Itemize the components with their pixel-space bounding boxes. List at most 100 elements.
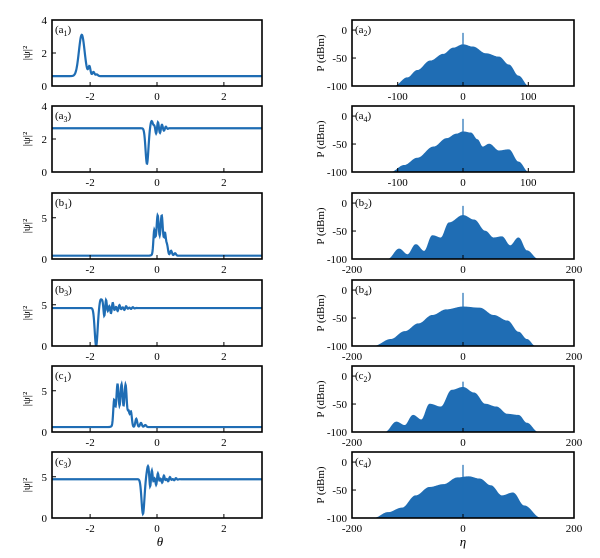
y-axis-label: |ψ|²: [21, 305, 33, 320]
x-tick-label: 0: [154, 264, 160, 276]
x-tick-label: -200: [342, 351, 363, 363]
plot-area: [52, 33, 262, 78]
series-line: [52, 119, 262, 165]
y-tick-label: 2: [42, 48, 48, 60]
x-tick-label: 0: [154, 523, 160, 535]
panel-label-main: (a: [355, 24, 364, 36]
x-tick-label: 2: [221, 437, 227, 449]
y-axis-label: |ψ|²: [21, 218, 33, 233]
y-tick-label: -100: [327, 81, 348, 93]
panel-label: (b2): [355, 197, 372, 211]
panels: 024-2 0 2|ψ|²(a1)024-2 0 2|ψ|²(a3)05-2 0 2|ψ|²…: [21, 15, 583, 535]
panel-label-main: (c: [355, 456, 364, 468]
panel-c2: 0 -50 -100-200 0 200 P (dBm) (c2): [315, 365, 583, 449]
panel-b2: 0 -50 -100-200 0 200 P (dBm) (b2): [315, 192, 583, 276]
x-tick-label: 0: [460, 523, 466, 535]
x-tick-label: 200: [566, 523, 583, 535]
x-tick-label: 0: [154, 91, 160, 103]
series-line: [52, 380, 262, 429]
panel-label: (b1): [55, 197, 72, 211]
x-tick-label: 2: [221, 91, 227, 103]
y-tick-label: -50: [332, 485, 347, 497]
y-tick-label: -50: [332, 139, 347, 151]
plot-area: [374, 464, 541, 518]
panel-label-sub: 1: [64, 29, 68, 38]
x-tick-label: -200: [342, 264, 363, 276]
plot-area: [52, 296, 262, 346]
y-tick-label: -100: [327, 167, 348, 179]
x-tick-label: 0: [460, 177, 466, 189]
panel-label-main: (a: [55, 24, 64, 36]
plot-area: [388, 205, 538, 259]
y-tick-label: 0: [342, 198, 348, 210]
x-tick-label: -2: [86, 264, 95, 276]
panel-label-main: (b: [355, 284, 365, 296]
y-tick-label: -100: [327, 513, 348, 525]
panel-label-sub: 2: [364, 29, 368, 38]
x-tick-label: 0: [154, 177, 160, 189]
y-axis-label: |ψ|²: [21, 45, 33, 60]
y-tick-label: -100: [327, 427, 348, 439]
plot-area: [391, 118, 529, 172]
panel-label-end: ): [368, 24, 372, 36]
x-tick-label: 200: [566, 264, 583, 276]
panel-label: (c1): [55, 370, 72, 384]
y-tick-label: -50: [332, 53, 347, 65]
panel-label-sub: 4: [364, 289, 368, 298]
y-tick-label: 0: [342, 371, 348, 383]
y-tick-label: 0: [342, 111, 348, 123]
y-axis-label: P (dBm): [315, 207, 327, 245]
panel-label-main: (c: [55, 370, 64, 382]
y-tick-label: 0: [342, 285, 348, 297]
panel-label-sub: 3: [64, 115, 68, 124]
panel-label-end: ): [68, 110, 72, 122]
x-tick-label: -100: [388, 91, 409, 103]
panel-label: (c2): [355, 370, 372, 384]
right-x-axis-label: η: [460, 534, 466, 549]
x-tick-label: -200: [342, 523, 363, 535]
x-tick-label: 2: [221, 177, 227, 189]
panel-b3: 0 5 -2 0 2 |ψ|² (b3): [21, 279, 263, 363]
y-tick-label: 5: [42, 213, 48, 225]
panel-label-sub: 3: [64, 461, 68, 470]
panel-label-end: ): [68, 456, 72, 468]
y-axis-label: P (dBm): [315, 34, 327, 72]
axes-frame: [51, 365, 263, 433]
panel-label-end: ): [68, 284, 72, 296]
panel-label-sub: 4: [364, 461, 368, 470]
panel-b1: 0 5 -2 0 2 |ψ|² (b1): [21, 192, 263, 276]
plot-area: [52, 380, 262, 429]
series-line: [52, 463, 262, 517]
panel-label-end: ): [68, 370, 72, 382]
panel-a1: 0 2 4 -2 0 2 |ψ|² (a1): [21, 15, 263, 103]
panel-label-sub: 2: [364, 375, 368, 384]
panel-label-end: ): [368, 110, 372, 122]
x-tick-label: 200: [566, 437, 583, 449]
y-tick-label: 0: [42, 427, 48, 439]
panel-c3: 0 5 -2 0 2 |ψ|² (c3): [21, 451, 263, 535]
left-x-axis-label: θ: [157, 534, 164, 549]
panel-label-main: (b: [355, 197, 365, 209]
y-tick-label: 0: [42, 81, 48, 93]
panel-label: (a2): [355, 24, 372, 38]
x-tick-label: 0: [154, 351, 160, 363]
axes-frame: [51, 279, 263, 347]
panel-label-end: ): [368, 197, 372, 209]
x-tick-label: 0: [460, 264, 466, 276]
y-tick-label: -50: [332, 226, 347, 238]
y-tick-label: 0: [42, 254, 48, 266]
x-tick-label: -2: [86, 523, 95, 535]
panel-a4: 0 -50 -100 -100 0 100 P (dBm) (a4): [315, 105, 575, 189]
x-tick-label: 0: [154, 437, 160, 449]
y-tick-label: -50: [332, 399, 347, 411]
y-tick-label: 4: [42, 101, 48, 113]
panel-label-main: (a: [355, 110, 364, 122]
y-tick-label: 5: [42, 472, 48, 484]
x-tick-label: 100: [520, 91, 537, 103]
panel-label-main: (a: [55, 110, 64, 122]
panel-label: (c4): [355, 456, 372, 470]
x-tick-label: 2: [221, 351, 227, 363]
y-axis-label: P (dBm): [315, 380, 327, 418]
x-tick-label: 100: [520, 177, 537, 189]
